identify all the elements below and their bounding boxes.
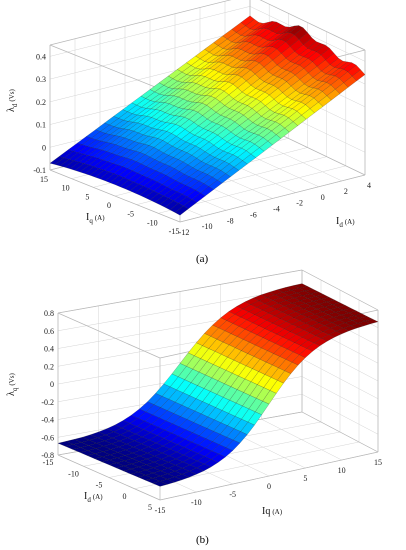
x-tick-label: -10 bbox=[147, 218, 158, 227]
plot-a-caption: (a) bbox=[196, 253, 209, 265]
z-tick-label: -0.1 bbox=[33, 166, 46, 175]
box-edge bbox=[57, 269, 303, 314]
y-tick-label: -8 bbox=[227, 216, 234, 225]
y-tick-label: -2 bbox=[296, 199, 303, 208]
plot-b-z-label: λq(Vs) bbox=[6, 373, 19, 396]
plot-a: 0.4 0.3 0.2 0.1 0 -0.115 10 5 0 -5 -10 -15 -12 -10 -8 -… bbox=[6, 0, 371, 265]
plot-a-z-label: λd(Vs) bbox=[6, 89, 19, 112]
gridline bbox=[261, 418, 342, 461]
z-tick-label: 0 bbox=[42, 143, 46, 152]
x-tick-label: 5 bbox=[148, 503, 152, 512]
box-edge bbox=[57, 312, 161, 359]
x-tick-label: -15 bbox=[169, 227, 180, 236]
plot-b-ticks: 0.80.60.40.20-0.2-0.4-0.6-0.8-15-10-505-… bbox=[41, 309, 382, 515]
x-tick-label: 5 bbox=[85, 192, 89, 201]
y-tick-label: -12 bbox=[179, 228, 190, 237]
x-tick-label: 0 bbox=[107, 201, 111, 210]
z-tick-label: 0.4 bbox=[36, 52, 46, 61]
z-tick-label: 0.2 bbox=[36, 98, 46, 107]
z-tick-label: 0.1 bbox=[36, 121, 46, 130]
plot-a-y-label: Id (A) bbox=[336, 216, 355, 229]
surface-patch bbox=[49, 156, 65, 165]
x-tick-label: -10 bbox=[68, 469, 79, 478]
y-tick-label: -6 bbox=[250, 210, 257, 219]
z-tick-label: 0.3 bbox=[36, 75, 46, 84]
box-edge bbox=[179, 174, 366, 223]
y-tick-label: -5 bbox=[229, 490, 236, 499]
z-tick-label: 0.4 bbox=[44, 345, 54, 354]
y-tick-label: 15 bbox=[374, 458, 382, 467]
x-tick-label: -5 bbox=[96, 481, 103, 490]
y-tick-label: 4 bbox=[367, 181, 371, 190]
x-tick-label: 10 bbox=[62, 184, 70, 193]
plot-b: 0.80.60.40.20-0.2-0.4-0.6-0.8-15-10-505-… bbox=[6, 269, 382, 546]
x-tick-label: 15 bbox=[40, 175, 48, 184]
y-tick-label: 2 bbox=[344, 187, 348, 196]
z-tick-label: 0.6 bbox=[44, 327, 54, 336]
z-tick-label: -0.4 bbox=[41, 416, 54, 425]
box-edge bbox=[159, 451, 379, 501]
y-tick-label: 10 bbox=[338, 466, 346, 475]
y-tick-label: -10 bbox=[202, 222, 213, 231]
box-edge bbox=[49, 0, 232, 46]
z-tick-label: -0.6 bbox=[41, 433, 54, 442]
plot-b-surface bbox=[57, 283, 379, 487]
plot-b-caption: (b) bbox=[196, 534, 209, 546]
surface-patch bbox=[152, 481, 168, 487]
plot-b-y-label: Iq (A) bbox=[262, 506, 283, 517]
y-tick-label: 0 bbox=[321, 193, 325, 202]
plot-a-x-label: Iq (A) bbox=[86, 212, 105, 225]
y-tick-label: 0 bbox=[267, 482, 271, 491]
plot-a-ticks: 0.4 0.3 0.2 0.1 0 -0.115 10 5 0 -5 -10 -15 -12 -10 -8 -… bbox=[33, 52, 371, 237]
x-tick-label: -15 bbox=[43, 458, 54, 467]
box-edge bbox=[301, 269, 379, 311]
x-tick-label: -5 bbox=[127, 210, 134, 219]
y-tick-label: -10 bbox=[191, 498, 202, 507]
y-tick-label: 5 bbox=[303, 474, 307, 483]
box-edge bbox=[49, 169, 181, 223]
y-tick-label: -4 bbox=[273, 205, 280, 214]
y-tick-label: -15 bbox=[155, 506, 166, 515]
z-tick-label: -0.2 bbox=[41, 398, 54, 407]
z-tick-label: 0.2 bbox=[44, 362, 54, 371]
plot-a-surface bbox=[49, 15, 366, 216]
z-tick-label: 0 bbox=[50, 380, 54, 389]
x-tick-label: 0 bbox=[123, 492, 127, 501]
plot-b-x-label: Id (A) bbox=[84, 491, 103, 504]
z-tick-label: -0.8 bbox=[41, 451, 54, 460]
box-edge bbox=[57, 454, 161, 501]
z-tick-label: 0.8 bbox=[44, 309, 54, 318]
box-edge bbox=[259, 0, 366, 51]
box-edge bbox=[301, 411, 379, 453]
plot-a-z-sub: d bbox=[11, 103, 19, 107]
